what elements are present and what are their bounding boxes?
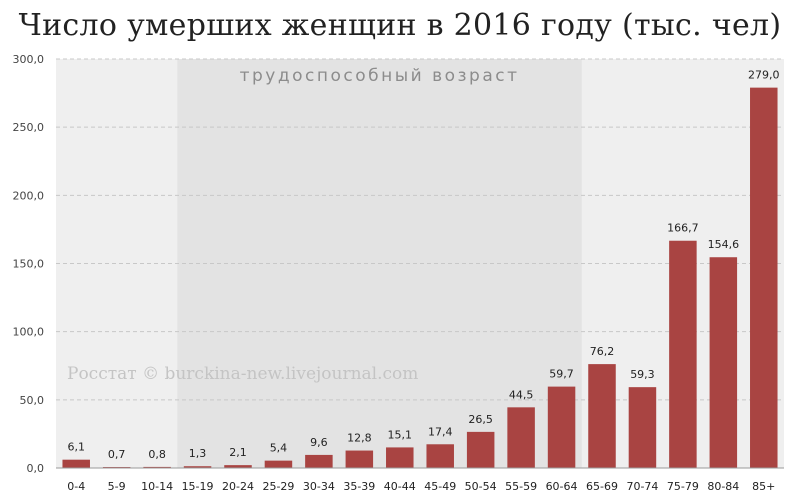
x-tick-label: 60-64 <box>546 480 578 493</box>
y-tick-label: 150,0 <box>13 258 45 271</box>
data-label: 9,6 <box>310 436 328 449</box>
x-tick-label: 5-9 <box>108 480 126 493</box>
y-tick-label: 200,0 <box>13 189 45 202</box>
bar-60-64 <box>547 386 576 468</box>
data-label: 0,8 <box>148 448 166 461</box>
y-tick-label: 250,0 <box>13 121 45 134</box>
x-tick-label: 75-79 <box>667 480 699 493</box>
data-label: 76,2 <box>590 345 615 358</box>
x-tick-label: 65-69 <box>586 480 618 493</box>
bar-80-84 <box>709 257 738 468</box>
bar-70-74 <box>628 387 657 468</box>
bar-45-49 <box>426 444 454 468</box>
x-tick-label: 0-4 <box>67 480 85 493</box>
x-tick-label: 80-84 <box>707 480 739 493</box>
bar-40-44 <box>386 447 414 468</box>
x-tick-label: 20-24 <box>222 480 254 493</box>
bar-0-4 <box>62 459 90 468</box>
data-label: 59,7 <box>549 368 574 381</box>
data-label: 166,7 <box>667 222 699 235</box>
x-tick-label: 35-39 <box>343 480 375 493</box>
data-label: 59,3 <box>630 368 655 381</box>
bar-55-59 <box>507 407 535 468</box>
x-tick-label: 55-59 <box>505 480 537 493</box>
bar-20-24 <box>224 465 252 468</box>
bar-25-29 <box>264 460 293 468</box>
data-label: 0,7 <box>108 448 126 461</box>
bar-35-39 <box>345 450 374 468</box>
x-tick-label: 15-19 <box>182 480 214 493</box>
y-tick-label: 50,0 <box>20 394 45 407</box>
x-tick-label: 50-54 <box>465 480 497 493</box>
bar-75-79 <box>669 240 697 468</box>
bar-65-69 <box>588 364 616 468</box>
data-label: 26,5 <box>468 413 493 426</box>
bar-10-14 <box>143 466 171 468</box>
bar-50-54 <box>466 431 495 468</box>
data-label: 15,1 <box>388 428 413 441</box>
bar-15-19 <box>183 466 212 468</box>
data-label: 12,8 <box>347 432 372 445</box>
data-label: 6,1 <box>67 441 85 454</box>
data-label: 17,4 <box>428 425 453 438</box>
y-tick-label: 100,0 <box>13 326 45 339</box>
x-tick-label: 25-29 <box>262 480 294 493</box>
y-tick-label: 0,0 <box>27 462 45 475</box>
data-label: 5,4 <box>270 442 288 455</box>
y-tick-label: 300,0 <box>13 53 45 66</box>
working-age-band-label: трудоспособный возраст <box>240 66 520 86</box>
x-tick-label: 70-74 <box>626 480 658 493</box>
data-label: 2,1 <box>229 446 247 459</box>
bar-30-34 <box>305 454 333 468</box>
bar-85+ <box>750 87 778 468</box>
data-label: 1,3 <box>189 447 207 460</box>
x-tick-label: 30-34 <box>303 480 335 493</box>
x-tick-label: 40-44 <box>384 480 416 493</box>
x-tick-label: 85+ <box>752 480 775 493</box>
data-label: 154,6 <box>708 238 740 251</box>
watermark: Росстат © burckina-new.livejournal.com <box>67 364 419 384</box>
x-tick-label: 45-49 <box>424 480 456 493</box>
data-label: 44,5 <box>509 388 534 401</box>
data-label: 279,0 <box>748 69 780 82</box>
chart-title: Число умерших женщин в 2016 году (тыс. ч… <box>18 8 782 43</box>
x-tick-label: 10-14 <box>141 480 173 493</box>
